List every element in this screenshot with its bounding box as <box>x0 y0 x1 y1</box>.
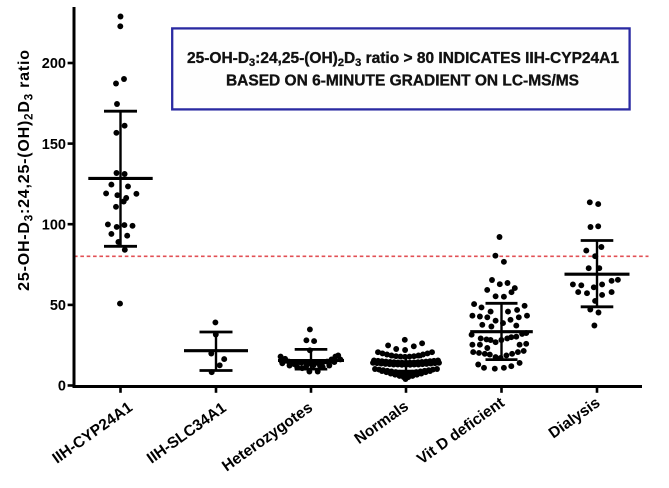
svg-text:150: 150 <box>42 137 66 153</box>
svg-text:200: 200 <box>42 56 66 72</box>
svg-text:25-OH-D3:24,25-(OH)2D3 ratio >: 25-OH-D3:24,25-(OH)2D3 ratio > 80 INDICA… <box>187 50 619 69</box>
svg-text:50: 50 <box>50 298 66 314</box>
svg-text:25-OH-D3:24,25-(OH)2D3 ratio: 25-OH-D3:24,25-(OH)2D3 ratio <box>16 49 35 291</box>
svg-text:100: 100 <box>42 217 66 233</box>
svg-text:0: 0 <box>58 379 66 395</box>
svg-text:BASED ON 6-MINUTE GRADIENT ON: BASED ON 6-MINUTE GRADIENT ON LC-MS/MS <box>226 73 579 90</box>
